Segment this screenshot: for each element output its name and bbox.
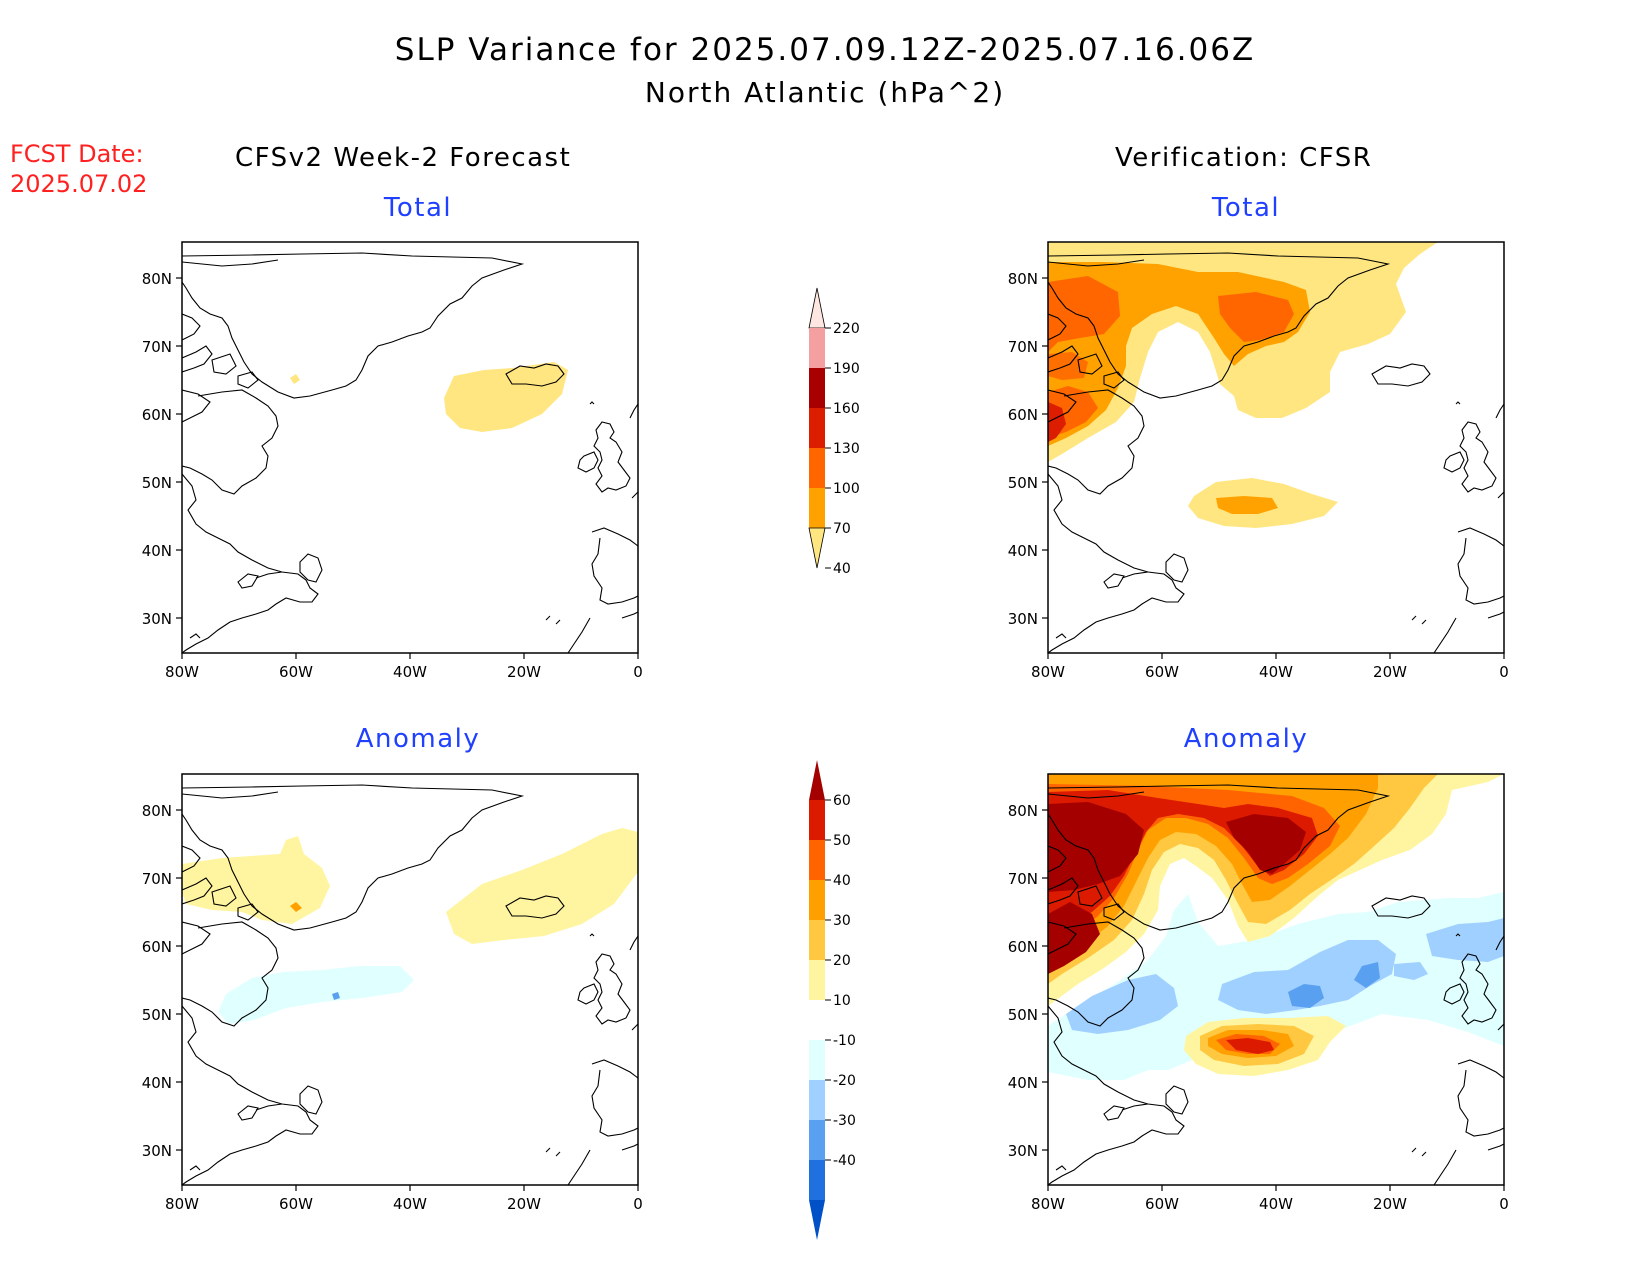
lat-label: 80N — [142, 802, 172, 820]
lat-label: 40N — [1008, 1074, 1038, 1092]
anomaly-colorbar-label: -20 — [833, 1073, 856, 1089]
lon-label: 40W — [1259, 1195, 1293, 1213]
lon-label: 20W — [1373, 1195, 1407, 1213]
lat-label: 60N — [1008, 938, 1038, 956]
total-colorbar-label: 100 — [833, 481, 860, 497]
forecast-date-label: FCST Date: — [10, 140, 144, 168]
anomaly-colorbar-swatch — [809, 1120, 825, 1160]
lat-label: 70N — [1008, 870, 1038, 888]
lon-label: 20W — [507, 663, 541, 681]
anomaly-colorbar-label: -10 — [833, 1033, 856, 1049]
lon-label: 20W — [507, 1195, 541, 1213]
lon-label: 0 — [1499, 1195, 1509, 1213]
total-colorbar-swatch — [809, 408, 825, 448]
lat-label: 50N — [142, 474, 172, 492]
total-colorbar-label: 160 — [833, 401, 860, 417]
lat-label: 50N — [142, 1006, 172, 1024]
anomaly-colorbar-label: -30 — [833, 1113, 856, 1129]
map-frame-forecast-total — [181, 241, 639, 654]
lat-label: 70N — [142, 870, 172, 888]
lat-label: 40N — [142, 542, 172, 560]
figure-subtitle: North Atlantic (hPa^2) — [644, 76, 1006, 109]
lat-label: 70N — [1008, 338, 1038, 356]
lon-label: 80W — [1031, 1195, 1065, 1213]
lon-label: 60W — [1145, 1195, 1179, 1213]
lon-label: 60W — [1145, 663, 1179, 681]
lat-label: 30N — [1008, 1142, 1038, 1160]
anomaly-colorbar-swatch — [809, 1000, 825, 1040]
anomaly-colorbar-swatch — [809, 1160, 825, 1200]
lat-label: 80N — [1008, 270, 1038, 288]
anomaly-colorbar-swatch — [809, 960, 825, 1000]
lon-label: 40W — [1259, 663, 1293, 681]
total-colorbar-label: 130 — [833, 441, 860, 457]
anomaly-colorbar-swatch — [809, 920, 825, 960]
lat-label: 80N — [142, 270, 172, 288]
lon-label: 40W — [393, 1195, 427, 1213]
total-colorbar-swatch — [809, 488, 825, 528]
coastline-forecast-total — [182, 252, 638, 653]
total-colorbar-swatch — [808, 287, 826, 329]
lon-label: 60W — [279, 663, 313, 681]
figure-title: SLP Variance for 2025.07.09.12Z-2025.07.… — [394, 32, 1256, 68]
total-colorbar-label: 40 — [833, 561, 851, 577]
lon-label: 60W — [279, 1195, 313, 1213]
panel-title-verification-anomaly: Anomaly — [1183, 724, 1309, 754]
total-colorbar-swatch — [808, 527, 826, 569]
panel-title-forecast-total: Total — [383, 193, 453, 223]
total-colorbar-label: 220 — [833, 321, 860, 337]
anomaly-colorbar-swatch — [809, 1040, 825, 1080]
lat-label: 60N — [142, 938, 172, 956]
lon-label: 0 — [633, 663, 643, 681]
anomaly-colorbar-label: 30 — [833, 913, 851, 929]
right-column-title: Verification: CFSR — [1115, 143, 1373, 173]
anomaly-colorbar-label: 10 — [833, 993, 851, 1009]
lon-label: 80W — [1031, 663, 1065, 681]
total-colorbar-swatch — [809, 368, 825, 408]
total-colorbar-swatch — [809, 448, 825, 488]
lat-label: 30N — [1008, 610, 1038, 628]
lat-label: 80N — [1008, 802, 1038, 820]
anomaly-colorbar-swatch — [809, 760, 825, 800]
anomaly-colorbar-swatch — [809, 880, 825, 920]
anomaly-colorbar-label: -40 — [833, 1153, 856, 1169]
total-colorbar-swatch — [809, 328, 825, 368]
anomaly-colorbar-swatch — [809, 1080, 825, 1120]
lat-label: 70N — [142, 338, 172, 356]
lat-label: 40N — [142, 1074, 172, 1092]
left-column-title: CFSv2 Week-2 Forecast — [235, 143, 572, 173]
lat-label: 60N — [1008, 406, 1038, 424]
lat-label: 30N — [142, 1142, 172, 1160]
lat-label: 50N — [1008, 1006, 1038, 1024]
panel-title-verification-total: Total — [1211, 193, 1281, 223]
anomaly-colorbar-swatch — [809, 800, 825, 840]
lon-label: 0 — [1499, 663, 1509, 681]
lon-label: 80W — [165, 663, 199, 681]
anomaly-colorbar-label: 50 — [833, 833, 851, 849]
lon-label: 20W — [1373, 663, 1407, 681]
anomaly-colorbar-swatch — [809, 1200, 825, 1240]
lat-label: 30N — [142, 610, 172, 628]
lat-label: 60N — [142, 406, 172, 424]
panel-title-forecast-anomaly: Anomaly — [355, 724, 481, 754]
lat-label: 50N — [1008, 474, 1038, 492]
forecast-date-value: 2025.07.02 — [10, 170, 148, 198]
anomaly-colorbar-label: 60 — [833, 793, 851, 809]
lon-label: 0 — [633, 1195, 643, 1213]
anomaly-colorbar-swatch — [809, 840, 825, 880]
lon-label: 40W — [393, 663, 427, 681]
total-colorbar-label: 70 — [833, 521, 851, 537]
lat-label: 40N — [1008, 542, 1038, 560]
anomaly-colorbar-label: 20 — [833, 953, 851, 969]
lon-label: 80W — [165, 1195, 199, 1213]
anomaly-colorbar-label: 40 — [833, 873, 851, 889]
total-colorbar-label: 190 — [833, 361, 860, 377]
